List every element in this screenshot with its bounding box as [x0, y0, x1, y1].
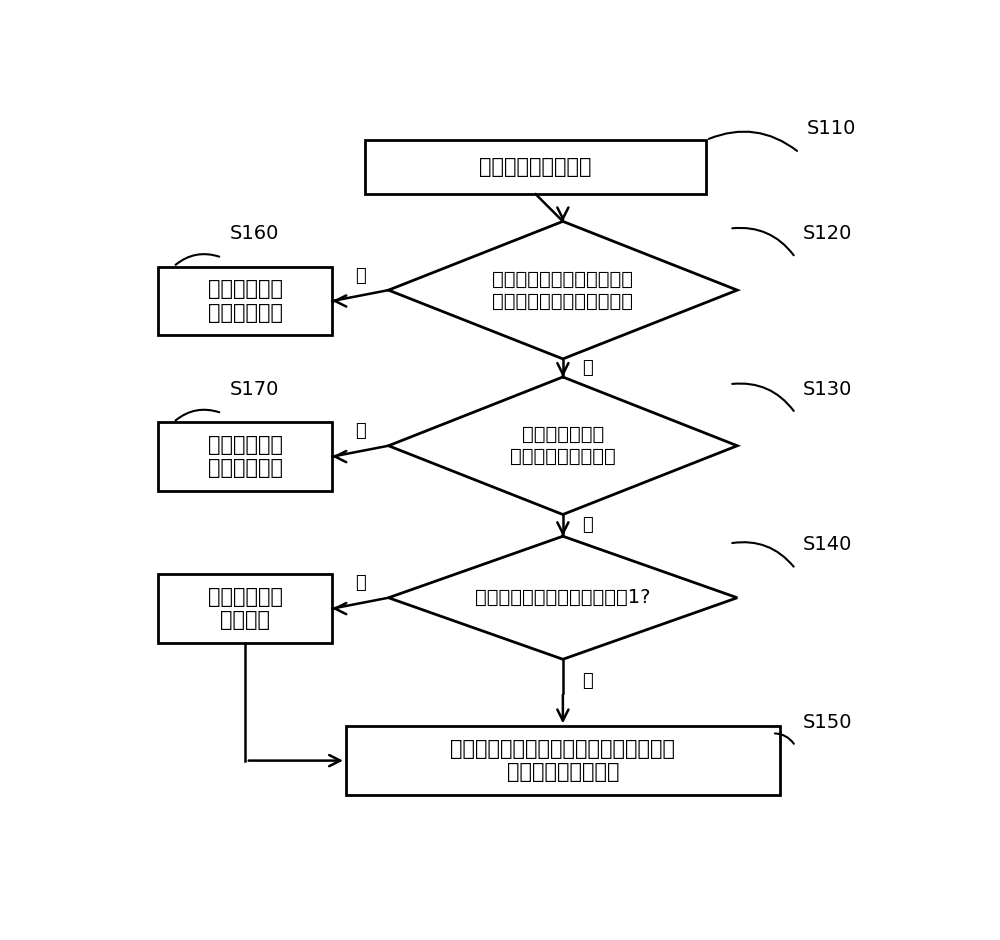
- Text: 判断语音文本中
是否存在特定词汇？: 判断语音文本中 是否存在特定词汇？: [510, 425, 616, 466]
- Text: 是: 是: [582, 359, 593, 377]
- Bar: [365, 140, 706, 195]
- Text: S120: S120: [803, 224, 852, 243]
- Text: S150: S150: [803, 713, 853, 731]
- FancyArrowPatch shape: [709, 132, 797, 151]
- Text: 否: 否: [355, 422, 366, 440]
- FancyArrowPatch shape: [732, 227, 794, 256]
- Text: S140: S140: [803, 535, 852, 555]
- Text: 解析多模态输入信息，判断
是否存在对应的语音文本？: 解析多模态输入信息，判断 是否存在对应的语音文本？: [492, 270, 633, 310]
- FancyArrowPatch shape: [775, 733, 794, 744]
- Bar: [346, 727, 780, 795]
- Text: S130: S130: [803, 380, 852, 399]
- FancyArrowPatch shape: [176, 410, 219, 420]
- Text: 否: 否: [355, 267, 366, 285]
- Text: 根据解析结果
执行相应指令: 根据解析结果 执行相应指令: [208, 279, 283, 322]
- Polygon shape: [388, 377, 737, 514]
- Bar: [158, 574, 332, 643]
- Text: 输出与语音文
本对应的语音: 输出与语音文 本对应的语音: [208, 435, 283, 478]
- Text: 随机确定一个
特定词汇: 随机确定一个 特定词汇: [208, 587, 283, 630]
- Text: 接收多模态输入信息: 接收多模态输入信息: [480, 157, 592, 177]
- Text: 查找与该特定词汇对应的动作指令，完成
语音输出和动作输出: 查找与该特定词汇对应的动作指令，完成 语音输出和动作输出: [450, 739, 675, 782]
- Polygon shape: [388, 536, 737, 659]
- FancyArrowPatch shape: [176, 254, 219, 265]
- Text: 判断特定词汇的个数是否大于1?: 判断特定词汇的个数是否大于1?: [475, 588, 651, 607]
- FancyArrowPatch shape: [732, 542, 794, 567]
- Bar: [158, 422, 332, 491]
- Bar: [158, 267, 332, 336]
- Text: 是: 是: [355, 574, 366, 592]
- Text: S110: S110: [807, 119, 856, 138]
- Text: 是: 是: [582, 516, 593, 534]
- Text: S160: S160: [230, 224, 279, 243]
- Polygon shape: [388, 222, 737, 359]
- Text: 否: 否: [582, 672, 593, 690]
- Text: S170: S170: [230, 380, 279, 399]
- FancyArrowPatch shape: [732, 384, 794, 411]
